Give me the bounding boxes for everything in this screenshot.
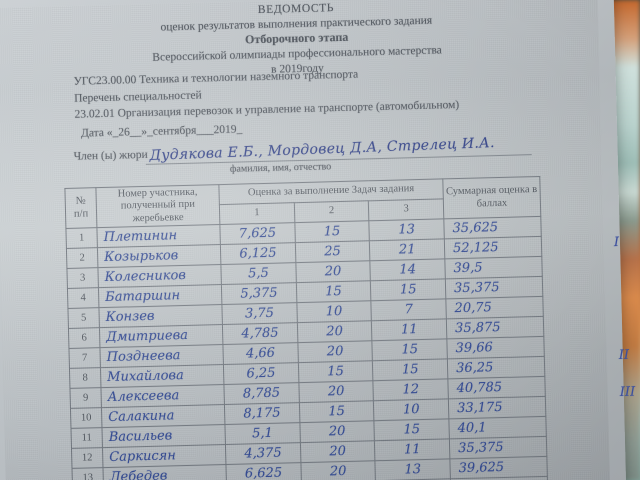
row-task-1: 4,66 [222, 342, 299, 365]
row-task-1: 5,375 [221, 282, 297, 305]
row-task-3: 15 [374, 418, 450, 441]
header-participant: Номер участника, полученный при жеребьев… [95, 184, 220, 228]
row-total: 36,25 [447, 356, 545, 379]
fio-caption: фамилия, имя, отчество [229, 161, 332, 175]
row-task-3: 12 [373, 378, 449, 401]
row-task-2: 25 [295, 240, 371, 263]
row-number: 7 [68, 347, 101, 369]
row-total: 20,75 [445, 296, 544, 319]
row-task-1: 4,785 [222, 322, 298, 345]
row-total: 39,5 [444, 256, 543, 280]
row-number: 6 [68, 327, 100, 349]
row-task-2: 10 [296, 300, 372, 323]
header-num: № п/п [64, 187, 97, 229]
row-number: 5 [67, 307, 100, 329]
header-task-2: 2 [294, 200, 370, 223]
row-task-2: 20 [297, 320, 373, 343]
row-total: 40,1 [448, 416, 547, 439]
header-num-line1: № [75, 195, 86, 207]
row-task-3: 21 [369, 239, 445, 261]
header-total: Суммарная оценка в баллах [442, 176, 541, 220]
row-task-1: 4,375 [225, 442, 301, 465]
row-total: 35,375 [445, 276, 543, 300]
row-task-3: 15 [372, 358, 448, 381]
row-task-2: 20 [300, 460, 376, 480]
row-task-1: 6,25 [223, 362, 299, 385]
row-task-3: 13 [375, 458, 451, 480]
row-total: 52,125 [444, 236, 542, 260]
row-total: 39,66 [446, 336, 545, 359]
row-task-2: 20 [300, 440, 376, 463]
row-task-2: 20 [299, 420, 375, 443]
row-task-1: 5,1 [224, 422, 301, 445]
header-num-line2: п/п [73, 207, 89, 220]
row-task-3: 13 [369, 219, 445, 241]
row-task-1: 8,175 [224, 402, 300, 425]
row-task-2: 15 [298, 360, 374, 383]
header-task-3: 3 [368, 198, 444, 221]
rank-mark-third: III [619, 384, 636, 401]
row-task-3: 15 [370, 279, 446, 301]
row-total: 39,625 [449, 456, 548, 479]
row-number: 13 [72, 467, 104, 480]
row-number: 12 [71, 447, 103, 469]
row-number: 9 [69, 387, 102, 409]
row-task-2: 20 [295, 260, 371, 283]
row-number: 11 [70, 427, 103, 449]
row-task-1: 6,125 [220, 242, 296, 265]
row-task-3: 15 [372, 338, 448, 361]
row-task-1: 6,625 [225, 462, 302, 480]
scores-table: № п/п Номер участника, полученный при же… [64, 176, 548, 480]
row-task-3: 10 [373, 398, 449, 421]
row-total: 35,875 [446, 316, 544, 339]
row-number: 2 [66, 247, 98, 269]
row-task-3: 11 [374, 438, 450, 461]
row-task-2: 20 [298, 380, 374, 403]
row-task-2: 15 [299, 400, 375, 423]
row-task-1: 5,5 [220, 262, 297, 285]
row-number: 1 [65, 227, 98, 249]
row-total: 35,625 [443, 216, 542, 240]
row-task-1: 7,625 [219, 222, 296, 245]
row-number: 10 [70, 407, 102, 429]
row-number: 8 [69, 367, 101, 389]
row-total: 40,785 [447, 376, 546, 399]
row-task-2: 20 [297, 340, 373, 363]
row-name: Лебедев [102, 464, 227, 480]
row-number: 3 [66, 267, 99, 289]
rank-mark-first: I [613, 234, 620, 251]
row-total: 35,375 [449, 436, 547, 459]
row-task-3: 14 [370, 259, 446, 281]
row-total: 33,175 [448, 396, 546, 419]
row-task-1: 8,785 [223, 382, 300, 405]
row-number: 4 [67, 287, 99, 309]
rank-mark-second: II [618, 347, 630, 364]
specialty-block: УГС23.00.00 Техника и технологии наземно… [74, 64, 460, 124]
row-task-2: 15 [294, 220, 370, 243]
row-task-3: 11 [371, 318, 447, 341]
row-task-2: 15 [296, 280, 372, 303]
row-task-1: 3,75 [221, 302, 298, 325]
header-task-1: 1 [219, 202, 295, 225]
row-task-3: 7 [371, 299, 447, 321]
date-line: Дата «_26__»_сентября___2019_ [80, 123, 243, 140]
table-body: 1 Плетинин 7,625 15 13 35,625 2 Козырьков 6,125 2… [65, 216, 548, 480]
